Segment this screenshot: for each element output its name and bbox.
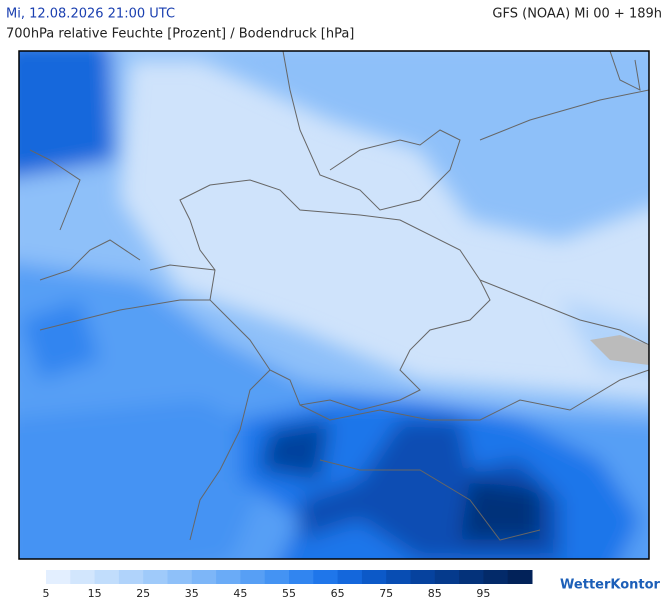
colorbar-swatch — [507, 570, 533, 584]
colorbar-swatch — [434, 570, 460, 584]
colorbar-tick-label: 35 — [185, 587, 199, 600]
colorbar-swatch — [410, 570, 436, 584]
colorbar-tick-label: 5 — [43, 587, 50, 600]
colorbar-tick-label: 45 — [233, 587, 247, 600]
colorbar-tick-label: 65 — [331, 587, 345, 600]
model-run: GFS (NOAA) Mi 00 + 189h — [492, 7, 662, 22]
map-frame — [18, 50, 650, 560]
colorbar-swatch — [459, 570, 484, 584]
colorbar-tick-label: 75 — [379, 587, 393, 600]
datetime: Mi, 12.08.2026 21:00 UTC — [6, 7, 175, 22]
colorbar-swatch — [167, 570, 193, 584]
colorbar-swatch — [216, 570, 241, 584]
colorbar-swatch — [313, 570, 339, 584]
colorbar-swatch — [240, 570, 266, 584]
colorbar: 5 15 25 35 45 55 65 75 85 95 — [43, 570, 533, 600]
subtitle: 700hPa relative Feuchte [Prozent] / Bode… — [6, 27, 354, 42]
logo: WetterKontor — [560, 578, 661, 593]
colorbar-swatch — [289, 570, 314, 584]
borders — [29, 51, 649, 541]
colorbar-swatch — [94, 570, 120, 584]
colorbar-tick-label: 25 — [136, 587, 150, 600]
colorbar-tick-label: 95 — [476, 587, 490, 600]
colorbar-swatch — [361, 570, 387, 584]
colorbar-tick-label: 55 — [282, 587, 296, 600]
colorbar-swatch — [118, 570, 144, 584]
no-data-area — [590, 335, 649, 365]
colorbar-swatch — [70, 570, 96, 584]
colorbar-swatch — [483, 570, 509, 584]
colorbar-swatch — [191, 570, 217, 584]
colorbar-swatch — [337, 570, 363, 584]
colorbar-tick-label: 85 — [428, 587, 442, 600]
colorbar-swatch — [143, 570, 168, 584]
colorbar-tick-label: 15 — [88, 587, 102, 600]
humidity-field — [19, 51, 649, 559]
colorbar-swatch — [264, 570, 290, 584]
colorbar-swatch — [386, 570, 411, 584]
colorbar-swatch — [46, 570, 71, 584]
